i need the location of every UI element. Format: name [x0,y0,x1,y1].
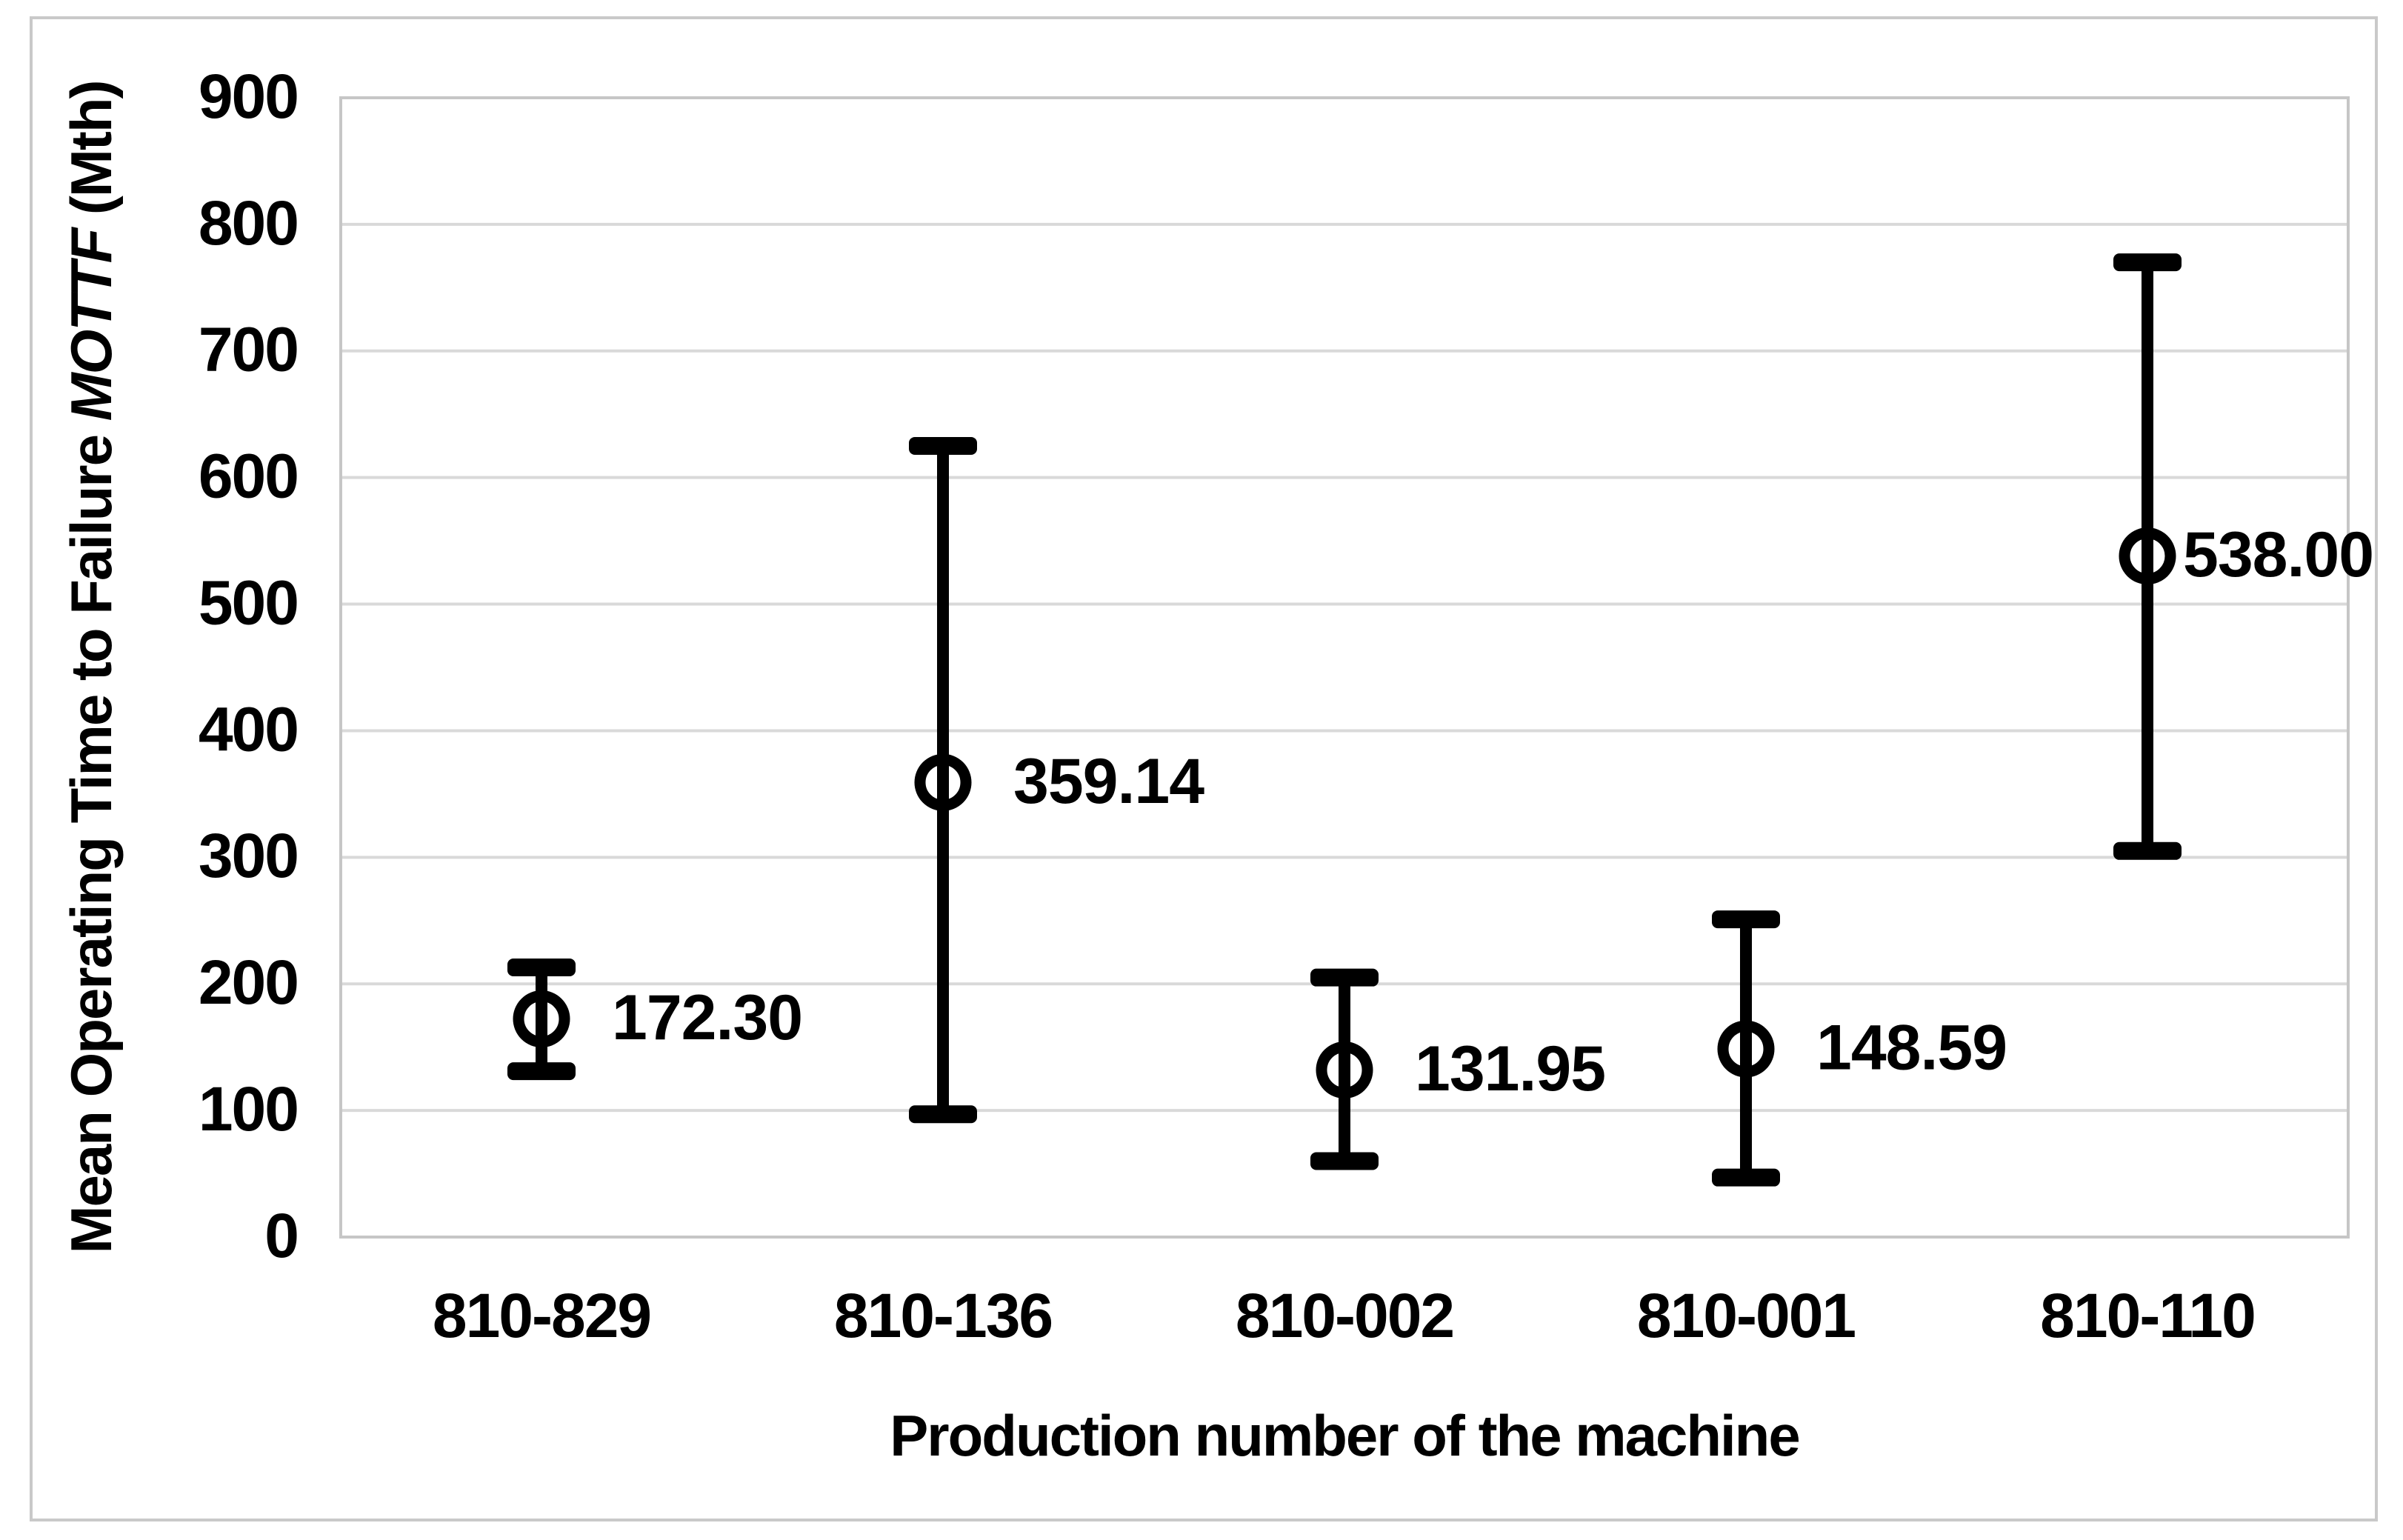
y-axis-tick-labels: 0 100 200 300 400 500 600 700 800 900 [199,61,299,1270]
data-point-810-829: 172.30 [507,959,803,1081]
y-tick-label-600: 600 [199,441,298,511]
mean-marker [513,990,570,1048]
y-tick-label-200: 200 [199,947,298,1017]
error-bar-cap-bottom [909,1105,977,1124]
y-tick-label-300: 300 [199,821,298,890]
mean-marker [1717,1020,1775,1078]
x-tick-label-810-110: 810-110 [2040,1281,2255,1350]
error-bar-cap-bottom [1310,1152,1379,1170]
y-axis-title: Mean Operating Time to Failure MOTTF (Mt… [59,81,124,1254]
error-bar-cap-top [2113,253,2182,272]
mean-marker [914,753,972,811]
data-label-810-110: 538.00 [2183,519,2373,590]
y-tick-label-800: 800 [199,188,298,258]
error-bar-cap-top [507,959,576,977]
error-bar-cap-top [1712,910,1780,929]
y-tick-label-0: 0 [264,1201,298,1270]
figure-border [30,16,2378,1521]
y-tick-label-900: 900 [199,61,298,131]
x-tick-label-810-136: 810-136 [834,1281,1052,1350]
plot-area-border [339,96,2350,1239]
error-bar-cap-bottom [1712,1168,1780,1187]
y-tick-label-400: 400 [199,694,298,764]
error-bar-cap-top [909,436,977,455]
mean-marker [1316,1041,1373,1099]
error-bar-cap-top [1310,968,1379,987]
data-point-810-136: 359.14 [909,436,1205,1124]
error-bar-cap-bottom [507,1062,576,1081]
y-tick-label-100: 100 [199,1074,298,1144]
x-axis-tick-labels: 810-829 810-136 810-002 810-001 810-110 [433,1281,2256,1350]
data-label-810-829: 172.30 [612,982,802,1053]
error-bar-series: 172.30 359.14 131.95 148.59 538.00 [507,253,2374,1187]
x-tick-label-810-829: 810-829 [433,1281,650,1350]
mean-marker [2119,527,2176,585]
data-label-810-001: 148.59 [1816,1013,2007,1084]
data-point-810-002: 131.95 [1310,968,1606,1170]
data-label-810-002: 131.95 [1415,1033,1605,1104]
data-point-810-001: 148.59 [1712,910,2007,1187]
x-axis-title: Production number of the machine [890,1403,1799,1468]
x-tick-label-810-002: 810-002 [1236,1281,1453,1350]
y-tick-label-700: 700 [199,315,298,384]
data-label-810-136: 359.14 [1013,746,1204,817]
data-point-810-110: 538.00 [2113,253,2374,860]
y-tick-label-500: 500 [199,567,298,637]
error-bar-cap-bottom [2113,841,2182,860]
x-tick-label-810-001: 810-001 [1637,1281,1856,1350]
